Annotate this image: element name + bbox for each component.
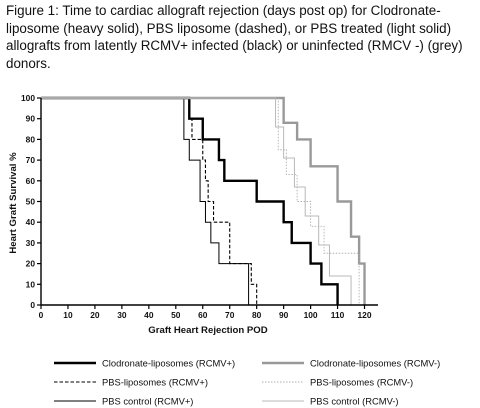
y-tick-label-50: 50 — [26, 197, 36, 207]
series-line-3 — [41, 97, 250, 305]
y-tick-label-100: 100 — [21, 93, 35, 103]
x-tick-label-0: 0 — [39, 310, 44, 320]
x-tick-label-80: 80 — [252, 310, 262, 320]
y-tick-label-20: 20 — [26, 259, 36, 269]
legend-label-1: Clodronate-liposomes (RCMV+) — [102, 357, 235, 368]
x-tick-label-30: 30 — [117, 310, 127, 320]
x-tick-label-50: 50 — [171, 310, 181, 320]
legend-label-3: PBS control (RCMV+) — [102, 395, 193, 406]
series-line-2 — [41, 97, 258, 305]
legend-label-6: PBS control (RCMV-) — [310, 395, 399, 406]
y-tick-label-70: 70 — [26, 155, 36, 165]
x-tick-label-20: 20 — [90, 310, 100, 320]
x-tick-label-70: 70 — [225, 310, 235, 320]
legend: Clodronate-liposomes (RCMV+) PBS-liposome… — [54, 357, 440, 406]
x-tick-label-40: 40 — [144, 310, 154, 320]
y-axis-title: Heart Graft Survival % — [8, 152, 19, 254]
figure-caption: Figure 1: Time to cardiac allograft reje… — [6, 3, 463, 71]
x-tick-label-110: 110 — [331, 310, 345, 320]
x-tick-label-120: 120 — [358, 310, 372, 320]
y-tick-label-90: 90 — [26, 114, 36, 124]
series-line-5 — [41, 97, 360, 305]
x-tick-label-60: 60 — [198, 310, 208, 320]
legend-label-5: PBS-liposomes (RCMV-) — [310, 376, 413, 387]
y-tick-label-0: 0 — [30, 300, 35, 310]
x-axis-title: Graft Heart Rejection POD — [148, 325, 267, 336]
y-tick-label-30: 30 — [26, 238, 36, 248]
y-tick-label-10: 10 — [26, 279, 36, 289]
y-tick-label-60: 60 — [26, 176, 36, 186]
axes: 0 10 20 30 40 50 60 70 80 90 100 0 10 20 30 40 50 60 70 80 9… — [21, 93, 378, 320]
legend-label-2: PBS-liposomes (RCMV+) — [102, 376, 208, 387]
x-tick-label-100: 100 — [304, 310, 318, 320]
y-tick-label-80: 80 — [26, 134, 36, 144]
x-tick-label-90: 90 — [279, 310, 289, 320]
series-line-1 — [41, 96, 339, 305]
legend-label-4: Clodronate-liposomes (RCMV-) — [310, 357, 440, 368]
plot-area — [41, 96, 366, 305]
x-tick-label-10: 10 — [63, 310, 73, 320]
y-tick-label-40: 40 — [26, 217, 36, 227]
series-line-6 — [41, 97, 352, 305]
